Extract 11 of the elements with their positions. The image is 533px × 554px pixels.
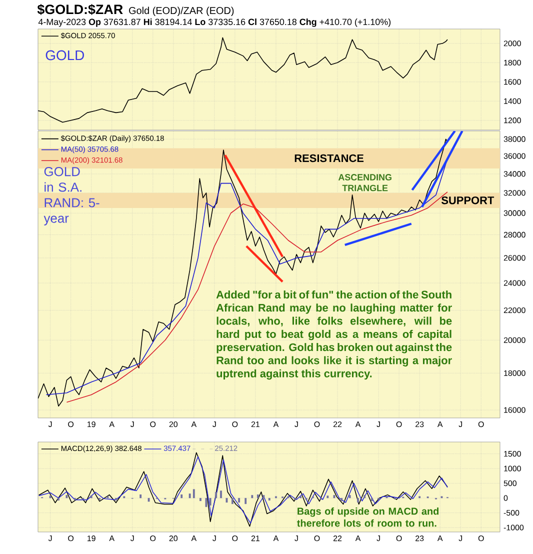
annotation: ASCENDING TRIANGLE xyxy=(338,174,392,192)
annotation: GOLD xyxy=(46,50,84,60)
text: 4-May-2023 Op 37631.87 Hi 38194.14 Lo 37335.16 Cl 37650.18 Chg +410.70 (+1.10%) xyxy=(38,18,391,27)
annotation: Added "for a bit of fun" the action of the South African Rand may be no laughing matter for locals, who, like folks elsewhere, will be hard put to beat gold as a means of capital preservation. Gold has broken out against the Rand too and looks like it is starting a major uptrend against this currency. xyxy=(216,290,452,380)
annotation: GOLD in S.A. RAND: 5-year xyxy=(44,167,100,226)
band-label: RESISTANCE xyxy=(294,154,364,162)
annotation: Bags of upside on MACD and therefore lots of room to run. xyxy=(297,507,438,527)
chart-title: $GOLD:$ZAR xyxy=(37,4,123,15)
line-series xyxy=(38,37,448,123)
band-label: SUPPORT xyxy=(441,196,494,204)
chart-subtitle: Gold (EOD)/ZAR (EOD) xyxy=(129,6,234,16)
